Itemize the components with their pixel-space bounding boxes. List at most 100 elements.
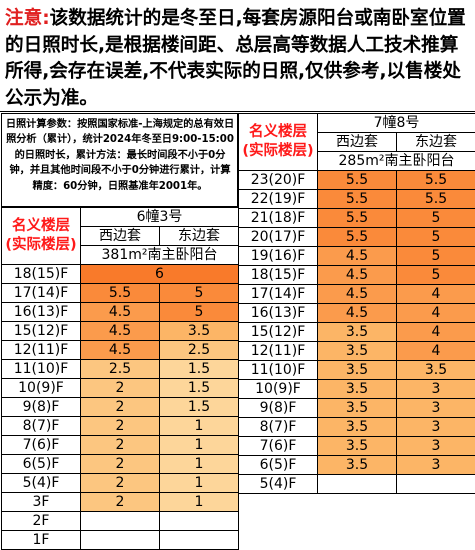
sunlight-hours-west: 2 xyxy=(81,455,160,474)
west-unit-header: 西边套 xyxy=(318,133,397,152)
floor-label: 20(17)F xyxy=(239,228,318,247)
floor-label: 23(20)F xyxy=(239,171,318,190)
floor-label: 18(15)F xyxy=(239,266,318,285)
sunlight-hours-west: 3.5 xyxy=(318,399,397,418)
sunlight-hours-west: 4.5 xyxy=(81,322,160,341)
sunlight-hours-west: 4.5 xyxy=(318,285,397,304)
notice-banner: 注意:该数据统计的是冬至日,每套房源阳台或南卧室位置的日照时长,是根据楼间距、总… xyxy=(0,0,475,112)
sunlight-hours-east: 2.5 xyxy=(160,341,239,360)
floor-label: 1F xyxy=(2,531,81,550)
sunlight-hours-east: 5 xyxy=(397,209,475,228)
floor-column-header: 名义楼层(实际楼层) xyxy=(239,114,318,171)
sunlight-hours-west: 5.5 xyxy=(318,228,397,247)
sunlight-hours-west xyxy=(81,531,160,550)
floor-row: 2F xyxy=(2,512,239,531)
floor-label: 8(7)F xyxy=(2,417,81,436)
floor-label: 6(5)F xyxy=(2,455,81,474)
sunlight-hours-east: 4 xyxy=(397,285,475,304)
sunlight-hours-west: 4.5 xyxy=(318,266,397,285)
sunlight-hours-west: 5.5 xyxy=(81,284,160,303)
floor-label: 17(14)F xyxy=(239,285,318,304)
sunlight-hours-west: 2 xyxy=(81,417,160,436)
notice-text: 该数据统计的是冬至日,每套房源阳台或南卧室位置的日照时长,是根据楼间距、总层高等… xyxy=(5,8,466,109)
sunlight-hours-west: 2 xyxy=(81,436,160,455)
building-name: 7幢8号 xyxy=(318,114,475,133)
sunlight-hours-west xyxy=(81,512,160,531)
sunlight-hours-east: 3 xyxy=(397,399,475,418)
floor-label: 11(10)F xyxy=(239,361,318,380)
sunlight-hours-east: 1 xyxy=(160,417,239,436)
sunlight-hours-east: 1 xyxy=(160,436,239,455)
sunlight-hours-west: 3.5 xyxy=(318,380,397,399)
sunlight-hours-west: 2 xyxy=(81,493,160,512)
sunlight-hours-east xyxy=(160,531,239,550)
sunlight-hours-east: 5.5 xyxy=(397,171,475,190)
floor-label: 9(8)F xyxy=(2,398,81,417)
sunlight-hours-west: 4.5 xyxy=(318,304,397,323)
calculation-parameters: 日照计算参数：按照国家标准-上海规定的总有效日照分析（累计），统计2024年冬至… xyxy=(1,113,238,207)
sunlight-hours-east: 5.5 xyxy=(397,190,475,209)
floor-label: 7(6)F xyxy=(2,436,81,455)
sunlight-hours-east: 5 xyxy=(160,303,239,322)
floor-label: 3F xyxy=(2,493,81,512)
sunlight-hours-west: 4.5 xyxy=(318,247,397,266)
floor-label: 5(4)F xyxy=(239,475,318,494)
sunlight-hours-east: 5 xyxy=(397,247,475,266)
sunlight-hours-merged: 6 xyxy=(81,265,239,284)
sunlight-hours-east: 5 xyxy=(160,284,239,303)
sunlight-hours-east: 3 xyxy=(397,456,475,475)
sunlight-hours-west: 2.5 xyxy=(81,360,160,379)
sunlight-hours-east: 4 xyxy=(397,323,475,342)
sunlight-hours-east: 4 xyxy=(397,304,475,323)
sunlight-hours-east xyxy=(397,475,475,494)
sunlight-hours-east: 3 xyxy=(397,418,475,437)
sunlight-hours-west: 2 xyxy=(81,398,160,417)
floor-label: 12(11)F xyxy=(2,341,81,360)
sunlight-hours-east: 4 xyxy=(397,342,475,361)
sunlight-hours-east: 1 xyxy=(160,493,239,512)
notice-lead: 注意: xyxy=(5,8,50,29)
floor-label: 15(12)F xyxy=(239,323,318,342)
sunlight-hours-west: 5.5 xyxy=(318,190,397,209)
floor-label: 6(5)F xyxy=(239,456,318,475)
sunlight-hours-east: 5 xyxy=(397,228,475,247)
sunlight-hours-west: 2 xyxy=(81,379,160,398)
sunlight-hours-east: 1.5 xyxy=(160,360,239,379)
sunlight-hours-west: 5.5 xyxy=(318,171,397,190)
sunlight-hours-west: 3.5 xyxy=(318,361,397,380)
sunlight-hours-west: 3.5 xyxy=(318,342,397,361)
sunlight-hours-east: 3 xyxy=(397,380,475,399)
sunlight-hours-west: 3.5 xyxy=(318,456,397,475)
floor-label: 18(15)F xyxy=(2,265,81,284)
floor-row: 1F xyxy=(2,531,239,550)
sunlight-hours-west: 3.5 xyxy=(318,323,397,342)
floor-label: 8(7)F xyxy=(239,418,318,437)
sunlight-hours-west: 4.5 xyxy=(81,341,160,360)
sunlight-hours-east: 1.5 xyxy=(160,398,239,417)
floor-label: 10(9)F xyxy=(239,380,318,399)
sunlight-hours-west: 3.5 xyxy=(318,418,397,437)
floor-label: 10(9)F xyxy=(2,379,81,398)
floor-label: 21(18)F xyxy=(239,209,318,228)
east-unit-header: 东边套 xyxy=(397,133,475,152)
building-name: 6幢3号 xyxy=(81,208,239,227)
